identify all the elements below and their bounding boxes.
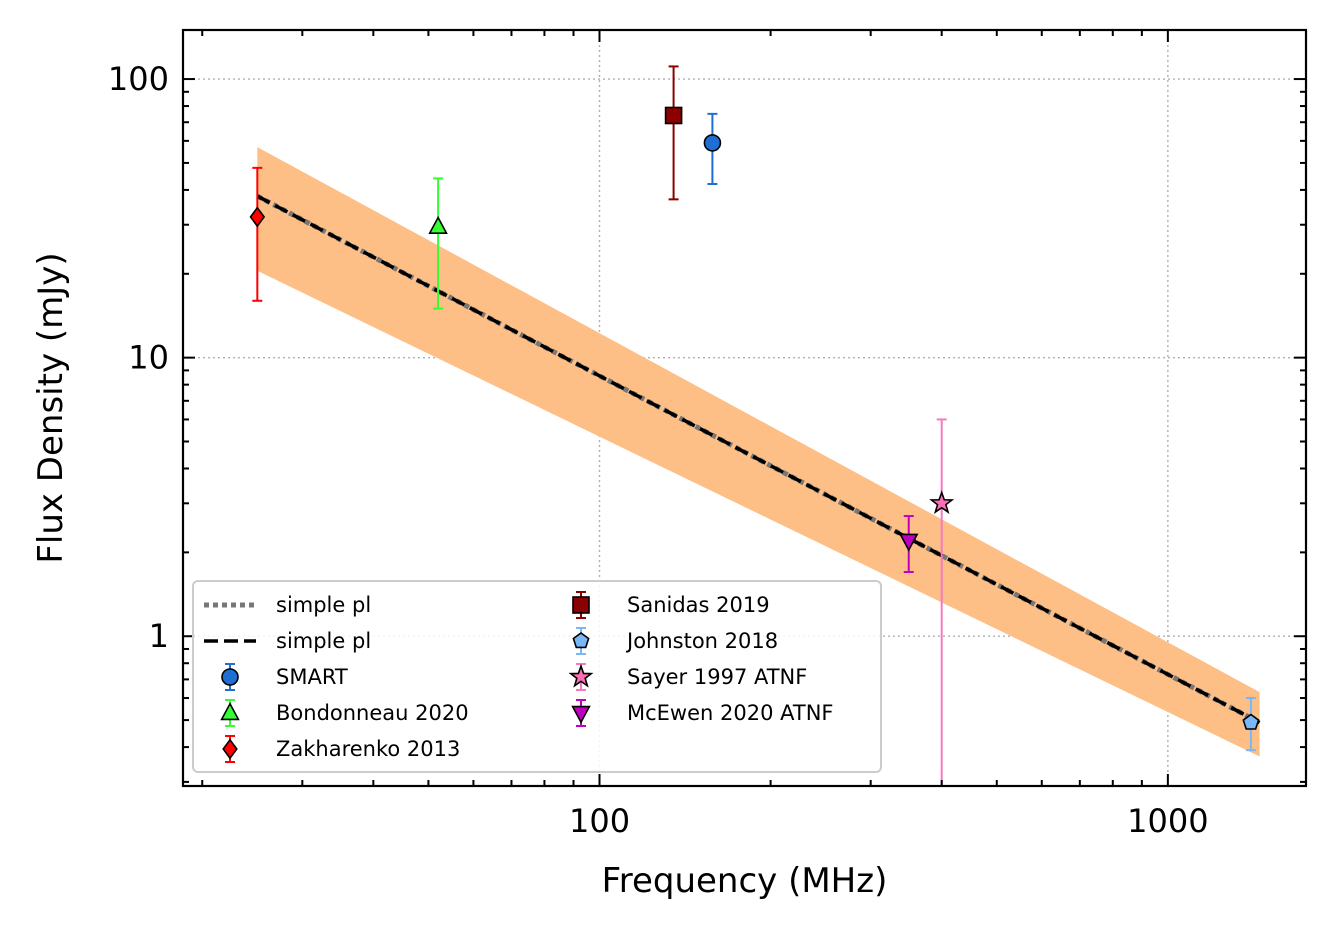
legend-label: SMART xyxy=(276,665,348,689)
legend-label: Johnston 2018 xyxy=(625,629,778,653)
y-tick-label: 100 xyxy=(108,60,169,98)
legend-marker-circle xyxy=(221,668,239,686)
uncertainty-band-layer xyxy=(257,147,1260,757)
legend-marker-pentagon xyxy=(572,632,590,649)
legend-marker-triangle-down xyxy=(571,705,591,724)
legend-box xyxy=(192,580,882,773)
uncertainty-band xyxy=(257,147,1260,757)
fit-line-dashed xyxy=(256,194,1261,725)
fit-lines-layer xyxy=(256,193,1261,725)
legend: simple pl simple pl SMART Bondonneau 2020 Za… xyxy=(192,580,882,773)
legend-marker-triangle-up xyxy=(220,702,240,721)
y-tick-label: 10 xyxy=(128,339,169,377)
data-point-pentagon xyxy=(1242,713,1260,730)
legend-label: McEwen 2020 ATNF xyxy=(627,701,833,725)
y-tick-label: 1 xyxy=(149,617,169,655)
tick-labels: 100 1000 1 10 100 xyxy=(108,60,1209,840)
x-tick-label: 1000 xyxy=(1127,802,1208,840)
y-axis-title: Flux Density (mJy) xyxy=(31,252,71,563)
legend-label: Zakharenko 2013 xyxy=(276,737,460,761)
legend-label: simple pl xyxy=(276,593,371,617)
legend-label: Sanidas 2019 xyxy=(627,593,770,617)
legend-label: Sayer 1997 ATNF xyxy=(627,665,807,689)
legend-label: Bondonneau 2020 xyxy=(276,701,469,725)
data-point-triangle-down xyxy=(898,533,919,552)
plot-frame xyxy=(181,28,1308,788)
data-point-star xyxy=(929,490,955,514)
axis-ticks xyxy=(183,30,1306,786)
data-point-diamond xyxy=(249,206,266,228)
x-axis-title: Frequency (MHz) xyxy=(602,861,888,901)
data-point-square xyxy=(664,106,683,125)
legend-label: simple pl xyxy=(276,629,371,653)
x-tick-label: 100 xyxy=(569,802,630,840)
legend-marker-square xyxy=(572,596,590,614)
legend-marker-star xyxy=(568,663,594,688)
data-point-circle xyxy=(703,134,722,152)
legend-marker-diamond xyxy=(222,738,238,760)
data-point-triangle-up xyxy=(428,215,448,234)
